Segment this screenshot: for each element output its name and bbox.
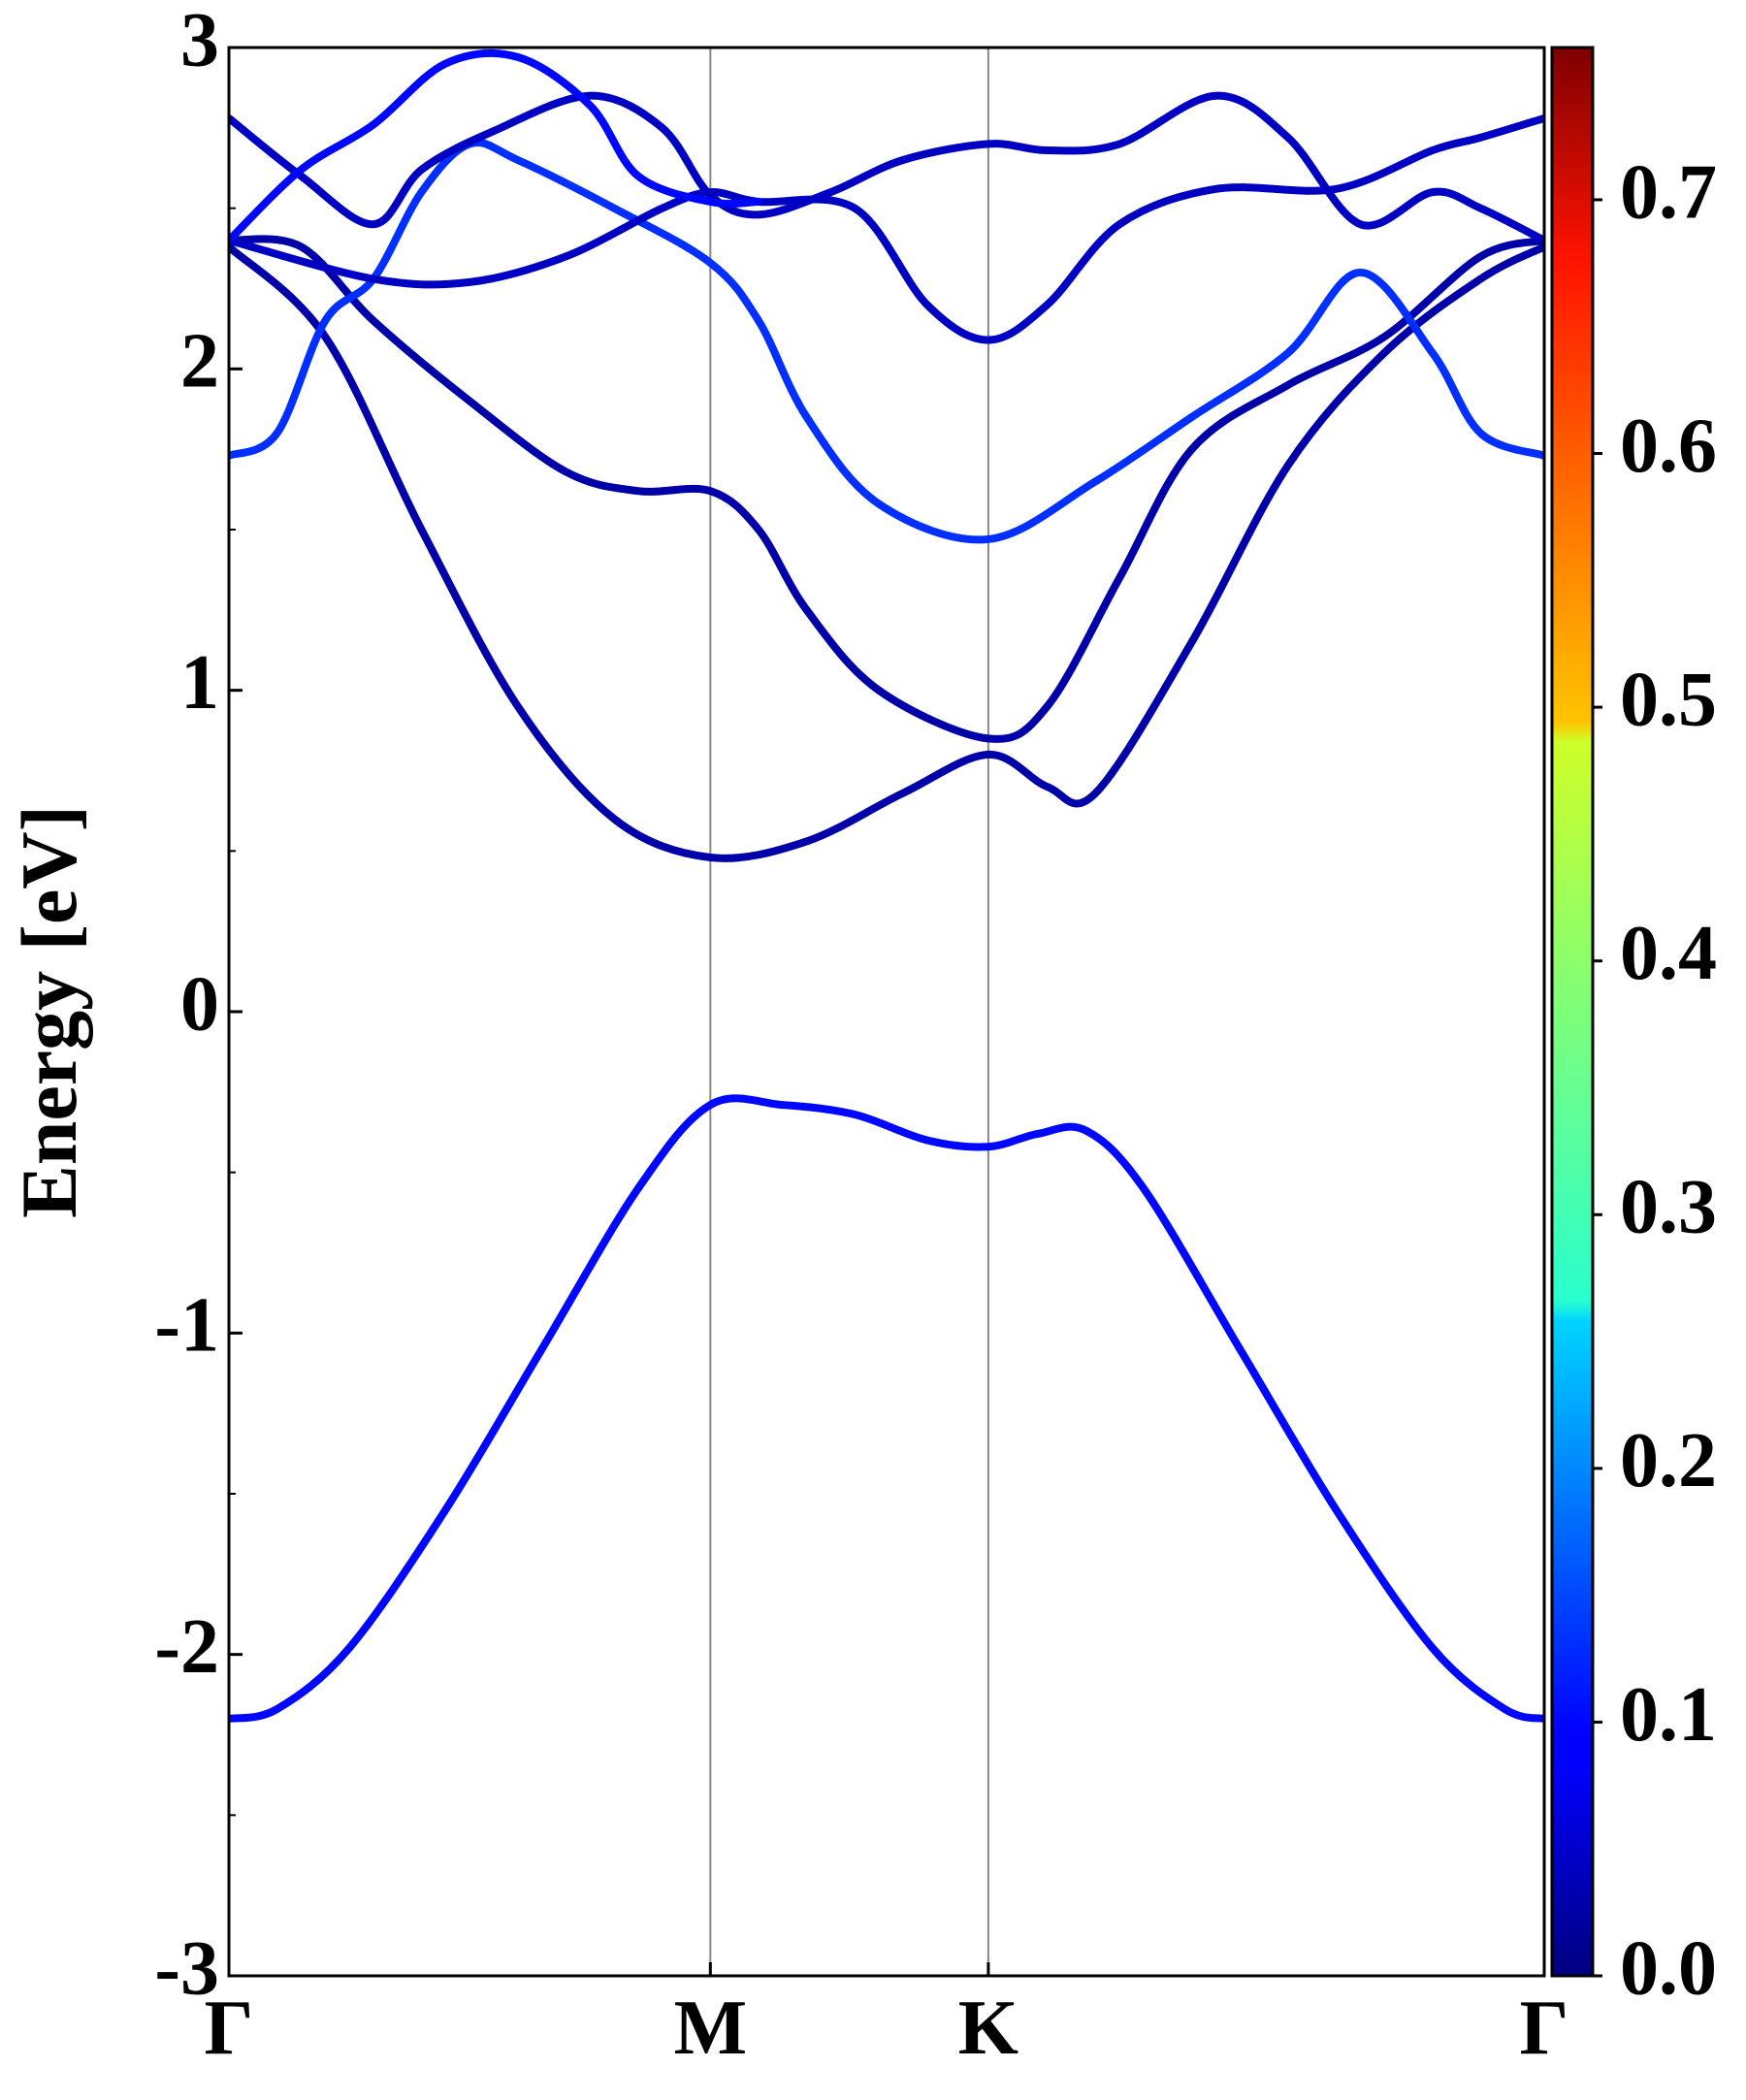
y-tick-label: -1 <box>154 1283 219 1369</box>
band-line-5 <box>229 113 1544 344</box>
colorbar: 0.0 0.1 0.2 0.3 0.4 0.5 0.6 0.7 <box>1550 46 1717 2011</box>
band-line-4 <box>229 139 1544 544</box>
x-tick-label: Γ <box>205 1986 254 2071</box>
x-tick-label: M <box>674 1986 748 2071</box>
plot-frame <box>227 46 1546 1978</box>
band-line-6 <box>229 91 1544 244</box>
y-tick-label: -3 <box>154 1925 219 2011</box>
y-tick-label: -2 <box>154 1604 219 1690</box>
colorbar-tick-label: 0.2 <box>1620 1418 1717 1503</box>
band-line-3 <box>229 235 1544 743</box>
colorbar-tick-label: 0.6 <box>1620 404 1717 489</box>
y-tick-label: 2 <box>180 319 219 404</box>
colorbar-tick-label: 0.3 <box>1620 1165 1717 1250</box>
band-line-7 <box>229 48 762 244</box>
colorbar-tick-label: 0.1 <box>1620 1672 1717 1758</box>
band-line-1 <box>229 1094 1544 1723</box>
colorbar-tick-label: 0.0 <box>1620 1925 1717 2011</box>
x-tick-label: K <box>958 1986 1018 2071</box>
band-line-2 <box>229 242 1544 862</box>
colorbar-frame <box>1550 46 1595 1978</box>
y-axis-label: Energy [eV] <box>5 805 93 1218</box>
y-tick-label: 0 <box>180 961 219 1047</box>
x-tick-label: Γ <box>1520 1986 1569 2071</box>
y-tick-label: 3 <box>180 0 219 82</box>
y-tick-label: 1 <box>180 640 219 726</box>
colorbar-tick-label: 0.5 <box>1620 657 1717 742</box>
colorbar-tick-label: 0.7 <box>1620 149 1717 235</box>
colorbar-tick-label: 0.4 <box>1620 911 1717 996</box>
plot-area: -3 -2 -1 0 1 2 3 Γ M K Γ Energy [eV] <box>5 0 1568 2071</box>
colorbar-gradient <box>1552 48 1593 1976</box>
bands <box>229 48 1544 1723</box>
